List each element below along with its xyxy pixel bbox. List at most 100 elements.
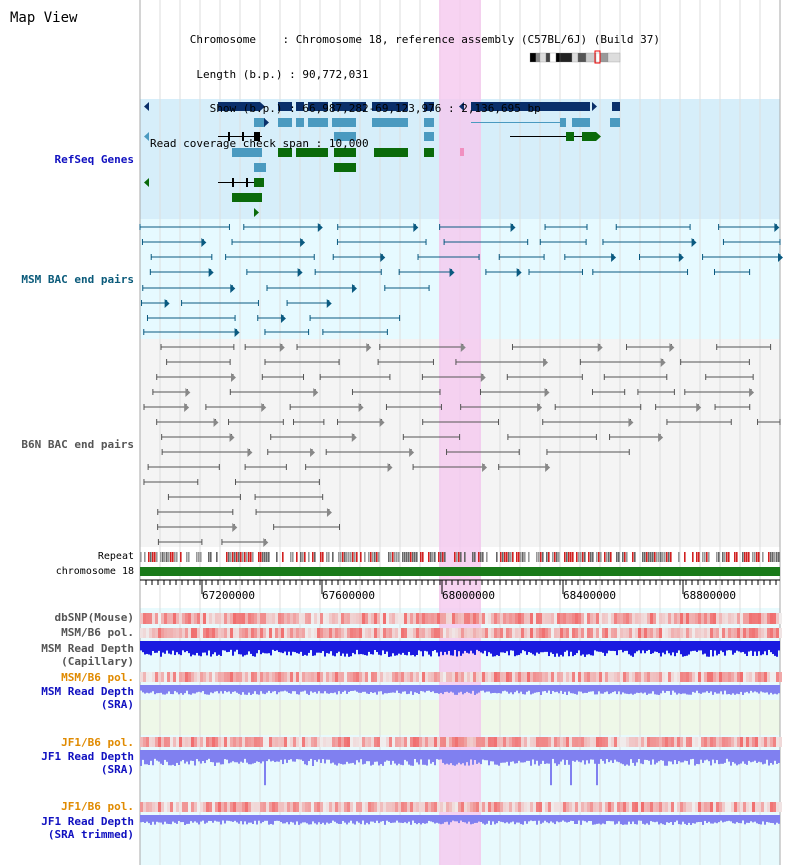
read-depth-bar — [460, 815, 462, 821]
polymorphism-cell — [566, 613, 569, 624]
read-depth-bar — [294, 641, 296, 653]
track-label-dbsnp[interactable]: dbSNP(Mouse) — [54, 611, 134, 624]
polymorphism-cell — [533, 628, 536, 638]
polymorphism-cell — [374, 613, 377, 624]
polymorphism-cell — [509, 802, 512, 812]
track-label-jf1-depth-trim-2[interactable]: (SRA trimmed) — [47, 828, 134, 841]
read-depth-bar — [596, 685, 598, 695]
track-label-b6n-bac[interactable]: B6N BAC end pairs — [21, 438, 134, 451]
track-label-msm-bac[interactable]: MSM BAC end pairs — [21, 273, 134, 286]
polymorphism-cell — [500, 672, 503, 682]
polymorphism-cell — [521, 628, 524, 638]
read-depth-bar — [496, 641, 498, 656]
track-label-msm-b6-pol-2[interactable]: MSM/B6 pol. — [61, 671, 134, 684]
polymorphism-cell — [191, 672, 194, 682]
polymorphism-cell — [692, 672, 695, 682]
polymorphism-cell — [206, 737, 209, 747]
polymorphism-cell — [308, 628, 311, 638]
polymorphism-cell — [239, 737, 242, 747]
read-depth-bar — [526, 641, 528, 655]
read-depth-bar — [778, 815, 780, 824]
read-depth-bar — [478, 815, 480, 822]
polymorphism-cell — [362, 613, 365, 624]
read-depth-bar — [388, 815, 390, 822]
track-label-msm-depth-cap-1[interactable]: MSM Read Depth — [41, 642, 134, 655]
track-label-msm-depth-cap-2[interactable]: (Capillary) — [61, 655, 134, 668]
polymorphism-cell — [158, 802, 161, 812]
track-label-repeat[interactable]: Repeat — [97, 551, 134, 562]
read-depth-bar — [316, 815, 318, 825]
polymorphism-cell — [506, 672, 509, 682]
read-depth-bar — [300, 750, 302, 760]
polymorphism-cell — [176, 628, 179, 638]
track-label-msm-b6-pol[interactable]: MSM/B6 pol. — [61, 626, 134, 639]
repeat-element — [746, 552, 748, 562]
polymorphism-cell — [701, 613, 704, 624]
polymorphism-cell — [659, 613, 662, 624]
read-depth-bar — [290, 750, 292, 760]
read-depth-bar — [488, 685, 490, 692]
track-label-jf1-depth-sra-2[interactable]: (SRA) — [100, 763, 134, 776]
polymorphism-cell — [698, 802, 701, 812]
polymorphism-cell — [467, 672, 470, 682]
track-label-refseq[interactable]: RefSeq Genes — [54, 153, 134, 166]
track-label-jf1-b6-pol-2[interactable]: JF1/B6 pol. — [61, 800, 134, 813]
read-depth-bar — [658, 815, 660, 825]
read-depth-bar — [412, 641, 414, 655]
read-depth-bar — [464, 750, 466, 766]
polymorphism-cell — [656, 613, 659, 624]
read-depth-bar — [232, 685, 234, 692]
read-depth-bar — [196, 685, 198, 693]
repeat-element — [654, 552, 656, 562]
read-depth-bar — [318, 815, 320, 823]
polymorphism-cell — [332, 802, 335, 812]
polymorphism-cell — [242, 672, 245, 682]
read-depth-bar — [552, 750, 554, 759]
polymorphism-cell — [443, 802, 446, 812]
polymorphism-cell — [242, 613, 245, 624]
read-depth-bar — [282, 815, 284, 824]
polymorphism-cell — [422, 672, 425, 682]
read-depth-bar — [248, 685, 250, 693]
read-depth-bar — [620, 750, 622, 764]
polymorphism-cell — [494, 802, 497, 812]
polymorphism-cell — [371, 628, 374, 638]
read-depth-bar — [358, 641, 360, 655]
polymorphism-cell — [524, 802, 527, 812]
track-label-jf1-b6-pol[interactable]: JF1/B6 pol. — [61, 736, 134, 749]
read-depth-bar — [724, 641, 726, 656]
read-depth-bar — [590, 750, 592, 760]
polymorphism-cell — [557, 628, 560, 638]
read-depth-bar — [164, 815, 166, 822]
track-label-jf1-depth-trim-1[interactable]: JF1 Read Depth — [41, 815, 134, 828]
polymorphism-cell — [686, 628, 689, 638]
read-depth-bar — [354, 815, 356, 825]
read-depth-bar — [624, 685, 626, 694]
read-depth-bar — [432, 750, 434, 763]
polymorphism-cell — [212, 737, 215, 747]
repeat-element — [748, 552, 750, 562]
read-depth-bar — [760, 641, 762, 656]
polymorphism-cell — [449, 628, 452, 638]
read-depth-bar — [304, 750, 306, 765]
read-depth-bar — [298, 685, 300, 695]
track-label-chromosome[interactable]: chromosome 18 — [55, 566, 134, 577]
polymorphism-cell — [746, 802, 749, 812]
read-depth-bar — [562, 641, 564, 657]
read-depth-bar — [212, 685, 214, 694]
polymorphism-cell — [647, 737, 650, 747]
track-label-jf1-depth-sra-1[interactable]: JF1 Read Depth — [41, 750, 134, 763]
polymorphism-cell — [647, 613, 650, 624]
polymorphism-cell — [140, 613, 143, 624]
track-label-msm-depth-sra-1[interactable]: MSM Read Depth — [41, 685, 134, 698]
polymorphism-cell — [416, 672, 419, 682]
polymorphism-cell — [725, 672, 728, 682]
repeat-element — [372, 552, 374, 562]
read-depth-bar — [694, 685, 696, 693]
polymorphism-cell — [341, 737, 344, 747]
track-label-msm-depth-sra-2[interactable]: (SRA) — [100, 698, 134, 711]
read-depth-bar — [282, 641, 284, 654]
polymorphism-cell — [233, 672, 236, 682]
polymorphism-cell — [269, 613, 272, 624]
